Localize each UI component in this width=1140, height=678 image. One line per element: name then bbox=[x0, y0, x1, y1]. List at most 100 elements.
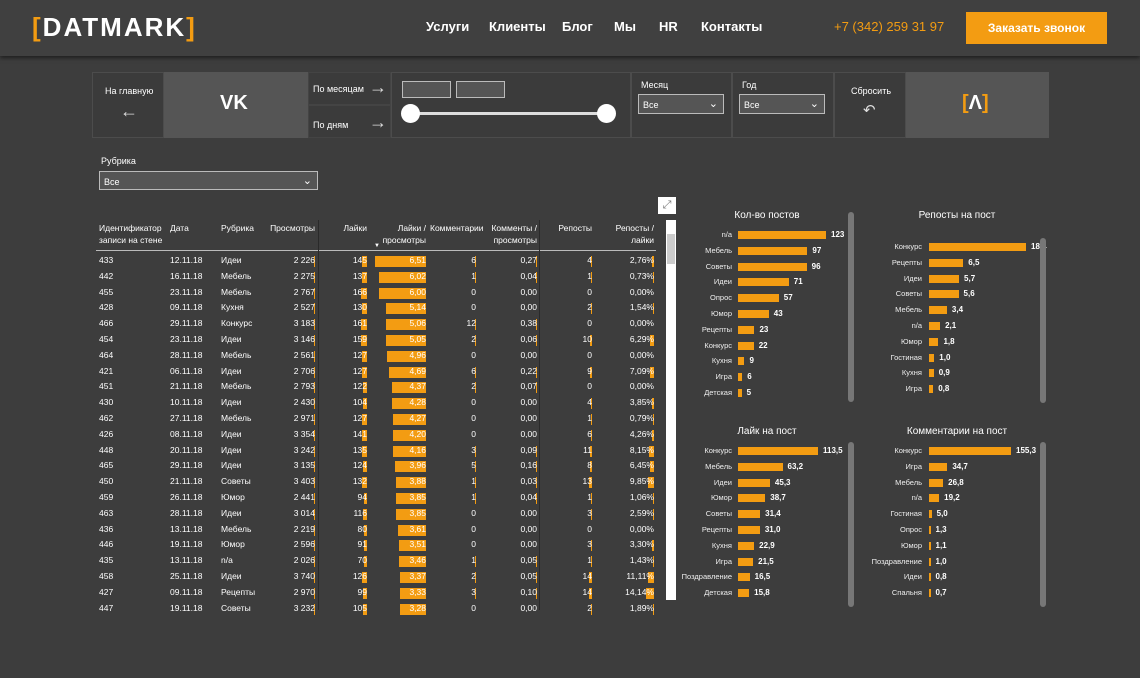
column-header[interactable]: Рубрика bbox=[221, 223, 254, 233]
chart-bar[interactable] bbox=[929, 462, 948, 471]
chart-bar[interactable] bbox=[929, 258, 964, 267]
chart-bar[interactable] bbox=[738, 373, 743, 382]
rubric-select[interactable]: Все ⌄ bbox=[99, 171, 318, 190]
chart-bar[interactable] bbox=[738, 447, 818, 455]
column-header[interactable]: Репосты / лайки bbox=[615, 223, 654, 245]
month-select[interactable]: Все ⌄ bbox=[638, 94, 724, 114]
table-row[interactable]: 455 23.11.18 Мебель 2 767 166 6,00 0 0,00 0 0,00% bbox=[96, 285, 656, 301]
column-header[interactable]: Комменты / просмотры bbox=[491, 223, 537, 245]
scrollbar-thumb[interactable] bbox=[667, 234, 675, 264]
nav-clients[interactable]: Клиенты bbox=[489, 19, 546, 34]
chart-bar[interactable] bbox=[738, 510, 761, 519]
chart-bar[interactable] bbox=[738, 541, 755, 550]
chart-bar[interactable] bbox=[738, 494, 766, 503]
chart-bar[interactable] bbox=[929, 322, 941, 330]
chart-bar[interactable] bbox=[738, 262, 807, 271]
nav-blog[interactable]: Блог bbox=[562, 19, 593, 34]
chart-scrollbar[interactable] bbox=[1040, 442, 1046, 607]
slider-handle-start[interactable] bbox=[401, 104, 420, 123]
slider-handle-end[interactable] bbox=[597, 104, 616, 123]
logo[interactable]: [DATMARK] bbox=[32, 12, 197, 42]
chart-bar[interactable] bbox=[929, 447, 1011, 455]
date-from-input[interactable] bbox=[402, 81, 451, 98]
chart-scrollbar[interactable] bbox=[848, 212, 854, 402]
date-to-input[interactable] bbox=[456, 81, 505, 98]
chart-bar[interactable] bbox=[738, 231, 826, 239]
chart-bar[interactable] bbox=[738, 462, 783, 471]
chart-bar[interactable] bbox=[929, 243, 1026, 251]
table-row[interactable]: 426 08.11.18 Идеи 3 354 141 4,20 0 0,00 6 4,26% bbox=[96, 427, 656, 443]
year-select[interactable]: Все ⌄ bbox=[739, 94, 825, 114]
chart-bar[interactable] bbox=[929, 573, 931, 582]
chart-scrollbar[interactable] bbox=[1040, 238, 1046, 403]
by-day-button[interactable]: По дням → bbox=[308, 105, 391, 138]
table-row[interactable]: 421 06.11.18 Идеи 2 706 127 4,69 6 0,22 9 7,09% bbox=[96, 364, 656, 380]
table-row[interactable]: 448 20.11.18 Идеи 3 242 135 4,16 3 0,09 11 8,15% bbox=[96, 443, 656, 459]
table-row[interactable]: 427 09.11.18 Рецепты 2 970 99 3,33 3 0,10 14 14,1… bbox=[96, 585, 656, 601]
chart-bar[interactable] bbox=[929, 478, 944, 487]
vk-tile[interactable]: VK bbox=[164, 72, 308, 138]
table-row[interactable]: 458 25.11.18 Идеи 3 740 126 3,37 2 0,05 14 11,11% bbox=[96, 569, 656, 585]
column-header[interactable]: Лайки bbox=[343, 223, 367, 233]
nav-services[interactable]: Услуги bbox=[426, 19, 470, 34]
table-row[interactable]: 433 12.11.18 Идеи 2 226 145 6,51 6 0,27 4 2,76% bbox=[96, 253, 656, 269]
chart-bar[interactable] bbox=[738, 526, 760, 534]
chart-bar[interactable] bbox=[929, 369, 934, 378]
table-row[interactable]: 450 21.11.18 Советы 3 403 132 3,88 1 0,03 13 9,85… bbox=[96, 474, 656, 490]
chart-bar[interactable] bbox=[929, 290, 959, 299]
chart-bar[interactable] bbox=[738, 278, 789, 287]
chart-bar[interactable] bbox=[929, 589, 931, 598]
by-month-button[interactable]: По месяцам → bbox=[308, 72, 391, 105]
nav-about[interactable]: Мы bbox=[614, 19, 636, 34]
table-row[interactable]: 436 13.11.18 Мебель 2 219 80 3,61 0 0,00 0 0,00% bbox=[96, 522, 656, 538]
nav-hr[interactable]: HR bbox=[659, 19, 678, 34]
expand-icon[interactable]: ⤢ bbox=[658, 197, 676, 214]
table-row[interactable]: 428 09.11.18 Кухня 2 527 130 5,14 0 0,00 2 1,54% bbox=[96, 300, 656, 316]
chart-bar[interactable] bbox=[738, 357, 745, 366]
table-row[interactable]: 451 21.11.18 Мебель 2 793 122 4,37 2 0,07 0 0,00% bbox=[96, 379, 656, 395]
chart-bar[interactable] bbox=[738, 294, 779, 303]
table-row[interactable]: 454 23.11.18 Идеи 3 146 159 5,05 2 0,06 10 6,29% bbox=[96, 332, 656, 348]
chart-bar[interactable] bbox=[738, 573, 750, 582]
reset-button[interactable]: Сбросить ↶ bbox=[834, 72, 906, 138]
chart-bar[interactable] bbox=[929, 306, 947, 315]
table-row[interactable]: 442 16.11.18 Мебель 2 275 137 6,02 1 0,04 1 0,73% bbox=[96, 269, 656, 285]
column-header[interactable]: Идентификатор записи на стене bbox=[99, 223, 163, 245]
chart-bar[interactable] bbox=[929, 557, 931, 566]
chart-bar[interactable] bbox=[929, 274, 960, 283]
chart-bar[interactable] bbox=[929, 337, 939, 346]
chart-bar[interactable] bbox=[738, 478, 770, 487]
chart-bar[interactable] bbox=[929, 494, 940, 503]
chart-bar[interactable] bbox=[929, 510, 932, 519]
datmark-tile[interactable]: [Λ] bbox=[906, 72, 1049, 138]
column-header[interactable]: Комментарии bbox=[430, 223, 484, 233]
chart-bar[interactable] bbox=[738, 389, 742, 397]
table-row[interactable]: 465 29.11.18 Идеи 3 135 124 3,96 5 0,16 8 6,45% bbox=[96, 458, 656, 474]
table-row[interactable]: 463 28.11.18 Идеи 3 014 116 3,85 0 0,00 3 2,59% bbox=[96, 506, 656, 522]
table-row[interactable]: 462 27.11.18 Мебель 2 971 127 4,27 0 0,00 1 0,79% bbox=[96, 411, 656, 427]
table-row[interactable]: 466 29.11.18 Конкурс 3 183 161 5,06 12 0,38 0 0,0… bbox=[96, 316, 656, 332]
chart-bar[interactable] bbox=[738, 341, 754, 350]
chart-bar[interactable] bbox=[738, 310, 769, 318]
table-row[interactable]: 459 26.11.18 Юмор 2 441 94 3,85 1 0,04 1 1,06% bbox=[96, 490, 656, 506]
column-header[interactable]: Лайки / просмотры bbox=[382, 223, 426, 245]
order-call-button[interactable]: Заказать звонок bbox=[966, 12, 1107, 44]
table-scrollbar[interactable] bbox=[666, 220, 676, 600]
phone-link[interactable]: +7 (342) 259 31 97 bbox=[834, 19, 945, 34]
chart-bar[interactable] bbox=[929, 353, 935, 362]
nav-contacts[interactable]: Контакты bbox=[701, 19, 763, 34]
table-row[interactable]: 430 10.11.18 Идеи 2 430 104 4,28 0 0,00 4 3,85% bbox=[96, 395, 656, 411]
chart-bar[interactable] bbox=[738, 589, 750, 598]
table-row[interactable]: 446 19.11.18 Юмор 2 596 91 3,51 0 0,00 3 3,30% bbox=[96, 537, 656, 553]
column-header[interactable]: Дата bbox=[170, 223, 189, 233]
column-header[interactable]: Просмотры bbox=[270, 223, 315, 233]
chart-bar[interactable] bbox=[738, 557, 754, 566]
home-button[interactable]: На главную ← bbox=[92, 72, 164, 138]
chart-bar[interactable] bbox=[738, 325, 755, 334]
chart-bar[interactable] bbox=[929, 526, 931, 534]
chart-bar[interactable] bbox=[738, 246, 808, 255]
table-row[interactable]: 435 13.11.18 n/a 2 026 70 3,46 1 0,05 1 1,43% bbox=[96, 553, 656, 569]
chart-scrollbar[interactable] bbox=[848, 442, 854, 607]
sort-desc-icon[interactable]: ▼ bbox=[374, 243, 380, 249]
table-row[interactable]: 447 19.11.18 Советы 3 232 105 3,28 0 0,00 2 1,89% bbox=[96, 601, 656, 617]
